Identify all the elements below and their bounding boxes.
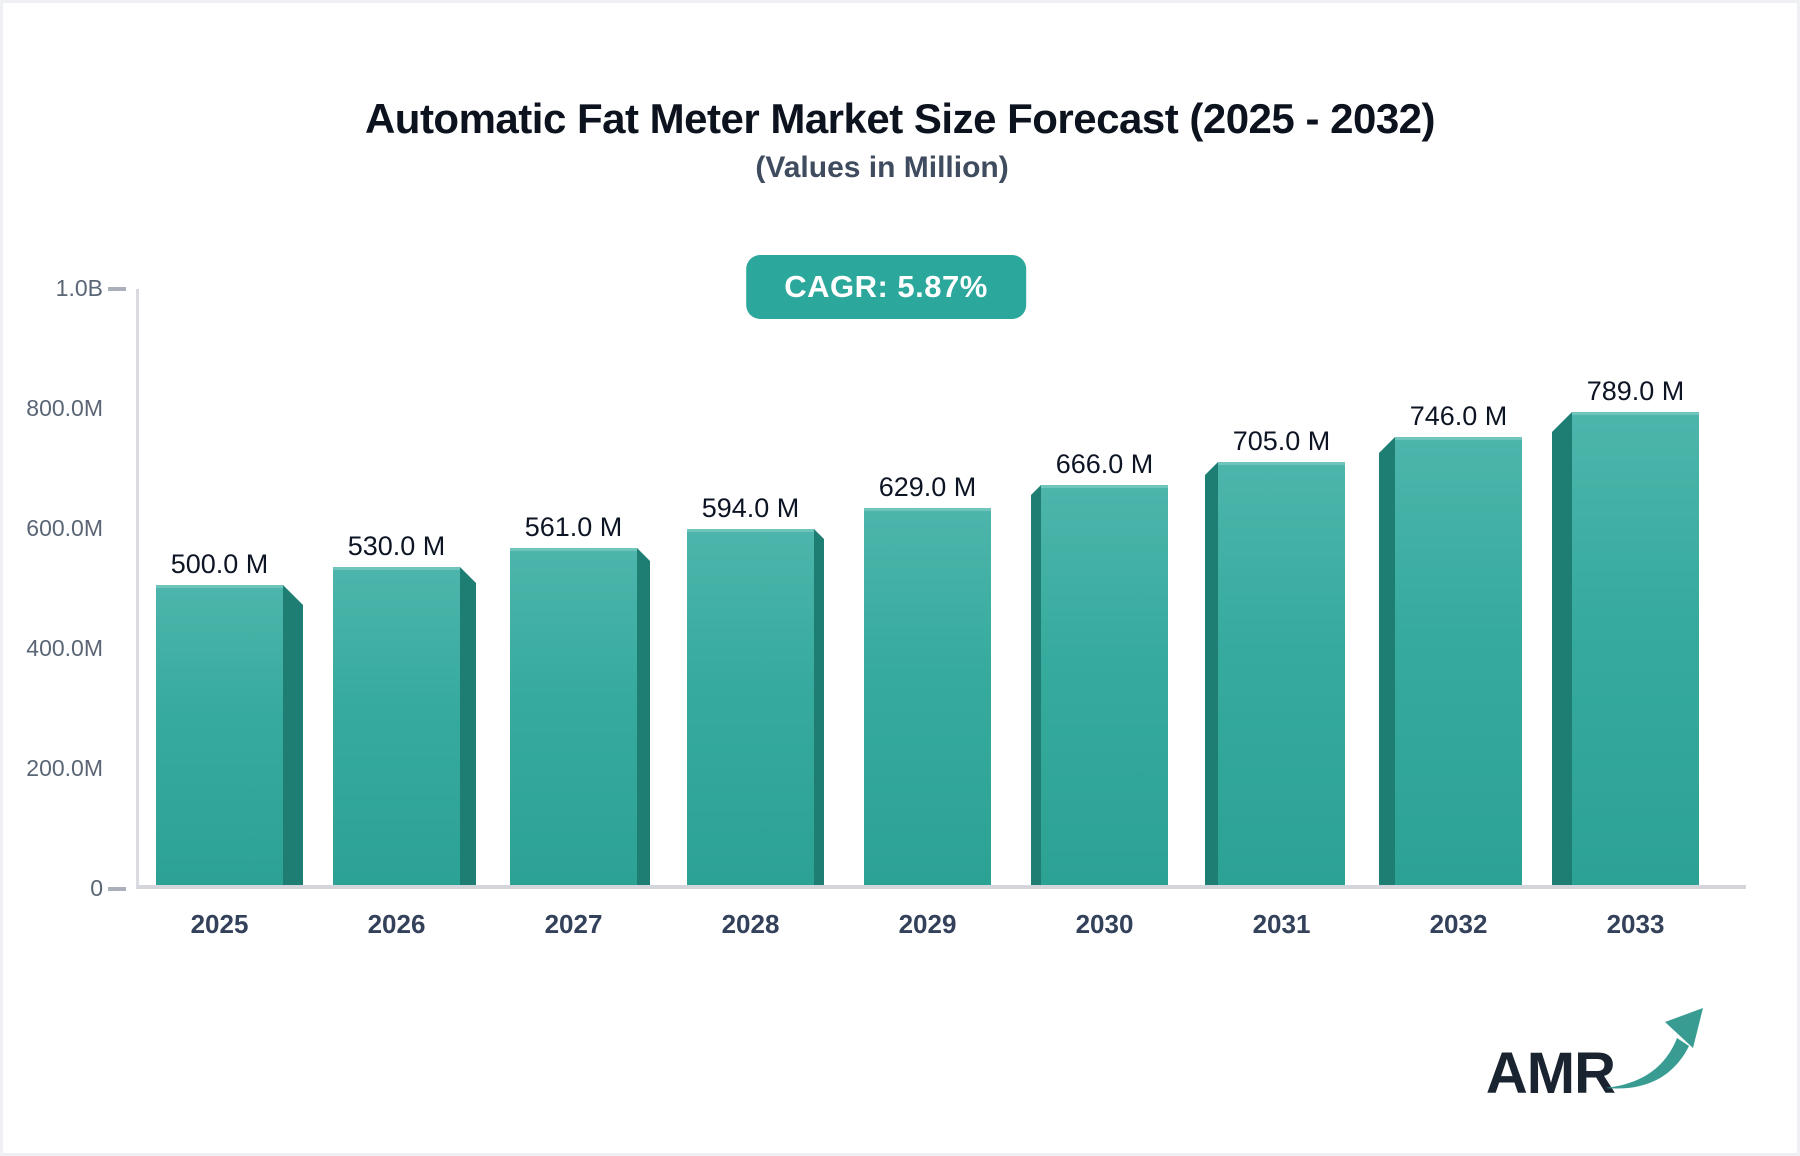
y-tick-label: 1.0B: [55, 275, 103, 301]
bar-group-2030: [1031, 485, 1168, 885]
bar-side-face: [1031, 485, 1041, 885]
bar-2028: [687, 529, 814, 885]
bar-group-2033: [1552, 412, 1699, 885]
x-axis-label-2033: 2033: [1606, 909, 1665, 939]
bar-side-face: [460, 567, 476, 885]
bar-side-face: [1379, 437, 1395, 885]
bar-group-2028: [687, 529, 824, 885]
bar-group-2026: [333, 567, 476, 885]
bar-value-label: 594.0 M: [701, 493, 800, 523]
bar-2029: [864, 508, 991, 885]
bar-value-label: 705.0 M: [1232, 426, 1331, 456]
x-axis-label-2026: 2026: [367, 909, 426, 939]
logo-text: AMR: [1485, 1041, 1616, 1106]
bar-value-label: 746.0 M: [1409, 401, 1508, 431]
cagr-badge: CAGR: 5.87%: [746, 255, 1026, 319]
trend-up-arrow-icon: [1601, 1004, 1705, 1101]
x-axis-label-2030: 2030: [1075, 909, 1134, 939]
bar-2027: [510, 548, 637, 885]
x-axis-label-2032: 2032: [1429, 909, 1488, 939]
y-tick-dash: [108, 887, 126, 891]
y-tick-label: 0: [90, 875, 103, 901]
bar-group-2029: [864, 508, 991, 885]
bar-value-label: 500.0 M: [170, 549, 269, 579]
bar-side-face: [283, 585, 303, 885]
bar-group-2031: [1205, 462, 1345, 885]
bar-2026: [333, 567, 460, 885]
bar-value-label: 789.0 M: [1586, 376, 1685, 406]
y-tick-dash: [108, 287, 126, 291]
bar-2030: [1041, 485, 1168, 885]
x-axis-label-2028: 2028: [721, 909, 780, 939]
logo: AMR: [1486, 1004, 1705, 1103]
chart-subtitle: (Values in Million): [755, 151, 1009, 184]
bar-2033: [1572, 412, 1699, 885]
bar-value-label: 530.0 M: [347, 531, 446, 561]
bar-2025: [156, 585, 283, 885]
y-tick-label: 400.0M: [26, 635, 103, 661]
chart-title: Automatic Fat Meter Market Size Forecast…: [364, 95, 1436, 142]
y-tick-label: 200.0M: [26, 755, 103, 781]
bar-side-face: [814, 529, 824, 885]
bar-value-label: 561.0 M: [524, 512, 623, 542]
plot-area: 0 200.0M 400.0M 600.0M 800.0M 1.0B 500.0 M 2025…: [26, 275, 1746, 939]
bar-side-face: [1205, 462, 1218, 885]
chart-canvas: Automatic Fat Meter Market Size Forecast…: [3, 3, 1797, 1153]
y-tick-label: 800.0M: [26, 395, 103, 421]
bar-2032: [1395, 437, 1522, 885]
bar-2031: [1218, 462, 1345, 885]
x-axis-label-2027: 2027: [544, 909, 603, 939]
bar-side-face: [1552, 412, 1572, 885]
bar-group-2032: [1379, 437, 1522, 885]
bar-value-label: 666.0 M: [1055, 449, 1154, 479]
x-axis-label-2025: 2025: [190, 909, 249, 939]
bar-value-label: 629.0 M: [878, 472, 977, 502]
x-axis-label-2029: 2029: [898, 909, 957, 939]
bar-group-2025: [156, 585, 303, 885]
bar-group-2027: [510, 548, 650, 885]
y-tick-label: 600.0M: [26, 515, 103, 541]
bar-side-face: [637, 548, 650, 885]
x-axis-label-2031: 2031: [1252, 909, 1311, 939]
